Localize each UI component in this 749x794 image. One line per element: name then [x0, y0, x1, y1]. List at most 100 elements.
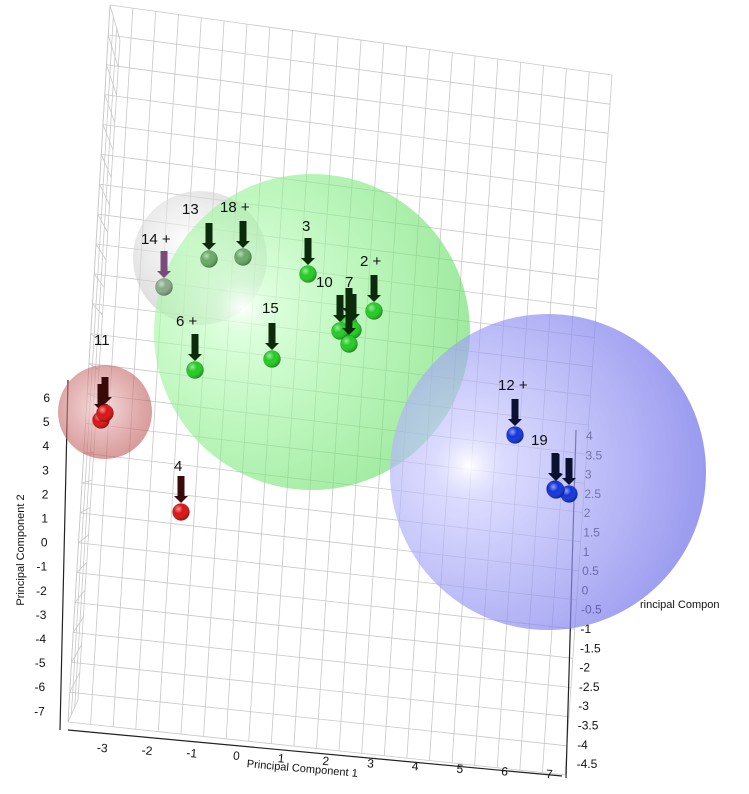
point-label: 12 +: [498, 377, 528, 394]
point-arrow-shaft: [97, 384, 105, 406]
x-tick-label: 1: [277, 751, 285, 766]
grid-line: [107, 34, 119, 68]
point-arrow-head: [157, 271, 171, 278]
y-tick-label: 0: [41, 536, 48, 550]
x-tick-label: 6: [501, 764, 509, 779]
y-tick-label: 6: [43, 391, 50, 405]
point-label: 13: [182, 201, 199, 218]
x-tick-label: -1: [186, 746, 198, 761]
z-axis-label: rincipal Compon: [640, 599, 719, 611]
x-tick-label: 3: [367, 756, 375, 771]
point-arrow-head: [98, 397, 112, 404]
grid-line: [93, 273, 105, 288]
x-tick-label: 0: [233, 749, 241, 764]
grid-line: [67, 4, 111, 723]
y-tick-label: -4: [35, 632, 46, 646]
cluster-layer: [58, 174, 706, 630]
grid-line: [135, 14, 179, 730]
grid-line: [99, 184, 110, 206]
y-tick-label: -7: [34, 704, 45, 718]
x-tick-label: -3: [96, 741, 108, 756]
x-tick-label: 7: [545, 767, 553, 782]
point-arrow-shaft: [239, 221, 247, 243]
axis-line-pc1: [67, 729, 563, 777]
point-arrow-shaft: [349, 294, 357, 316]
x-tick-label: -2: [141, 743, 153, 758]
z-tick-label: -2: [579, 661, 590, 675]
z-tick-label: -3.5: [578, 719, 599, 733]
point-arrow-head: [236, 241, 250, 248]
x-axis-label: Principal Component 1: [246, 758, 358, 780]
point-arrow-shaft: [177, 476, 185, 498]
point-arrow-shaft: [304, 238, 312, 260]
point-arrow-head: [174, 496, 188, 503]
grid-line: [109, 4, 121, 41]
point-label: 11: [94, 332, 110, 349]
point-arrow-head: [265, 343, 279, 350]
grid-line: [95, 243, 107, 261]
y-tick-label: 3: [42, 463, 49, 477]
point-arrow-shaft: [345, 288, 353, 310]
point-arrow-head: [188, 354, 202, 361]
grid-line: [102, 124, 114, 151]
z-tick-label: -1.5: [580, 641, 601, 655]
grid-line: [70, 16, 114, 715]
cluster-sphere: [390, 314, 706, 630]
cluster-sphere: [154, 174, 470, 490]
grid-line: [90, 333, 102, 343]
data-point-shade: [331, 322, 349, 340]
y-tick-label: 4: [43, 439, 50, 453]
point-arrow-head: [301, 258, 315, 265]
point-arrow-shaft: [565, 458, 573, 480]
x-tick-label: 5: [456, 762, 464, 777]
point-label: 2 +: [360, 253, 382, 270]
grid-line: [69, 672, 81, 693]
point-label: 4: [174, 458, 182, 475]
data-point-shade: [560, 485, 578, 503]
grid-line: [67, 699, 79, 723]
data-point-shade: [365, 302, 383, 320]
z-tick-label: -4: [577, 738, 588, 752]
point-label: 15: [262, 300, 279, 317]
data-point-shade: [263, 350, 281, 368]
data-point-shade: [155, 278, 173, 296]
grid-line: [81, 479, 93, 484]
grid-line: [104, 94, 116, 123]
grid-line: [76, 562, 88, 573]
grid-line: [100, 154, 112, 178]
point-arrow-shaft: [336, 295, 344, 317]
y-tick-label: 5: [43, 415, 50, 429]
data-point-shade: [172, 503, 190, 521]
z-tick-label: -4.5: [577, 757, 598, 771]
grid-line: [106, 64, 117, 96]
z-tick-label: -3: [578, 699, 589, 713]
y-tick-label: -1: [37, 560, 48, 574]
data-point-shade: [234, 248, 252, 266]
grid-line: [78, 534, 89, 544]
point-label: 18 +: [220, 199, 250, 216]
grid-line: [97, 213, 109, 233]
grid-line: [74, 589, 86, 603]
point-arrow-shaft: [160, 251, 168, 273]
point-arrow-head: [508, 419, 522, 426]
grid-line: [72, 617, 84, 633]
point-label: 7: [345, 274, 353, 291]
point-arrow-shaft: [511, 399, 519, 421]
y-tick-label: -2: [36, 584, 47, 598]
point-layer: [92, 221, 578, 521]
y-tick-label: 1: [41, 512, 48, 526]
y-tick-label: -3: [36, 608, 47, 622]
data-point-shade: [506, 426, 524, 444]
y-axis-label: Principal Component 2: [15, 494, 27, 605]
point-arrow-head: [367, 295, 381, 302]
z-tick-label: -1: [581, 622, 592, 636]
point-arrow-head: [549, 474, 563, 481]
point-arrow-head: [202, 243, 216, 250]
point-label: 6 +: [176, 313, 198, 330]
data-point-shade: [340, 335, 358, 353]
data-point-shade: [186, 361, 204, 379]
grid-line: [92, 303, 103, 316]
data-point-shade: [547, 481, 565, 499]
